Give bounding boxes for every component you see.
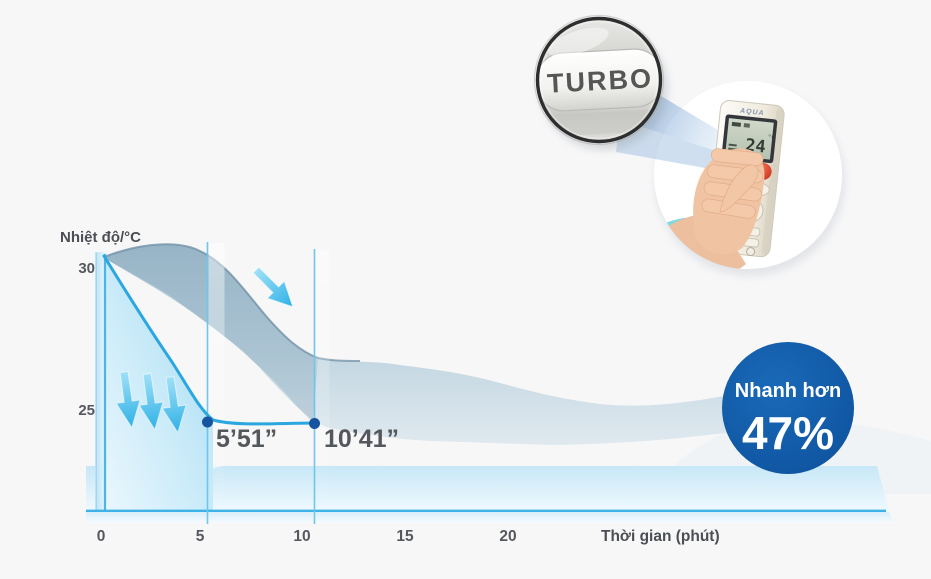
down-right-arrow-icon <box>252 266 294 308</box>
x-tick-15: 15 <box>396 528 414 545</box>
badge-circle <box>722 342 854 474</box>
x-axis-label: Thời gian (phút) <box>601 528 720 545</box>
lcd-temperature-unit: °C <box>767 134 775 142</box>
remote-body-shade <box>761 108 784 255</box>
turbo-area-fill <box>104 256 213 511</box>
turbo-curve <box>102 254 315 426</box>
temperature-chart: Nhiệt độ/°C 30 25 0 5 10 15 20 Thời gian… <box>60 229 931 545</box>
normal-mode-band <box>104 244 792 445</box>
lcd-mode-icon <box>731 121 742 127</box>
fast-drop-arrows <box>115 370 187 434</box>
remote-round-button[interactable] <box>746 247 756 257</box>
marker-glow <box>208 243 225 511</box>
chart-floor-edge <box>86 512 894 523</box>
remote-brand-label: AQUA <box>739 108 765 118</box>
x-tick-0: 0 <box>97 528 106 545</box>
magnifier-ring <box>535 16 663 144</box>
down-arrow-icon <box>115 370 141 429</box>
lcd-bars-icon <box>728 143 737 147</box>
turbo-button-label: TURBO <box>546 63 653 99</box>
remote-photo: AQUA 24 °C <box>533 14 845 276</box>
turbo-time-annotation: 5’51” <box>216 425 277 453</box>
x-tick-5: 5 <box>196 528 205 545</box>
y-axis-label: Nhiệt độ/°C <box>60 229 141 246</box>
lcd-fan-icon <box>743 123 751 128</box>
x-tick-10: 10 <box>293 528 310 545</box>
magnifier-ring-outer <box>533 14 665 146</box>
badge-text-line2: 47% <box>742 407 834 459</box>
down-arrow-icon <box>138 372 164 431</box>
magnifier-ring-glint <box>539 20 659 140</box>
magnifier: TURBO <box>533 14 668 150</box>
x-tick-20: 20 <box>499 528 516 545</box>
glass-glint <box>547 27 609 57</box>
y-tick-30: 30 <box>78 260 95 277</box>
turbo-time-dot <box>202 416 213 428</box>
badge-text-line1: Nhanh hơn <box>735 380 841 402</box>
turbo-button-magnified[interactable] <box>535 48 665 113</box>
chart-floor <box>86 466 889 511</box>
normal-time-annotation: 10’41” <box>324 425 399 453</box>
faster-badge: Nhanh hơn 47% <box>722 342 854 474</box>
normal-time-dot <box>309 418 320 429</box>
marker-glow <box>315 250 330 511</box>
y-tick-25: 25 <box>78 402 95 419</box>
thumb <box>719 164 759 213</box>
down-arrow-icon <box>161 375 187 434</box>
